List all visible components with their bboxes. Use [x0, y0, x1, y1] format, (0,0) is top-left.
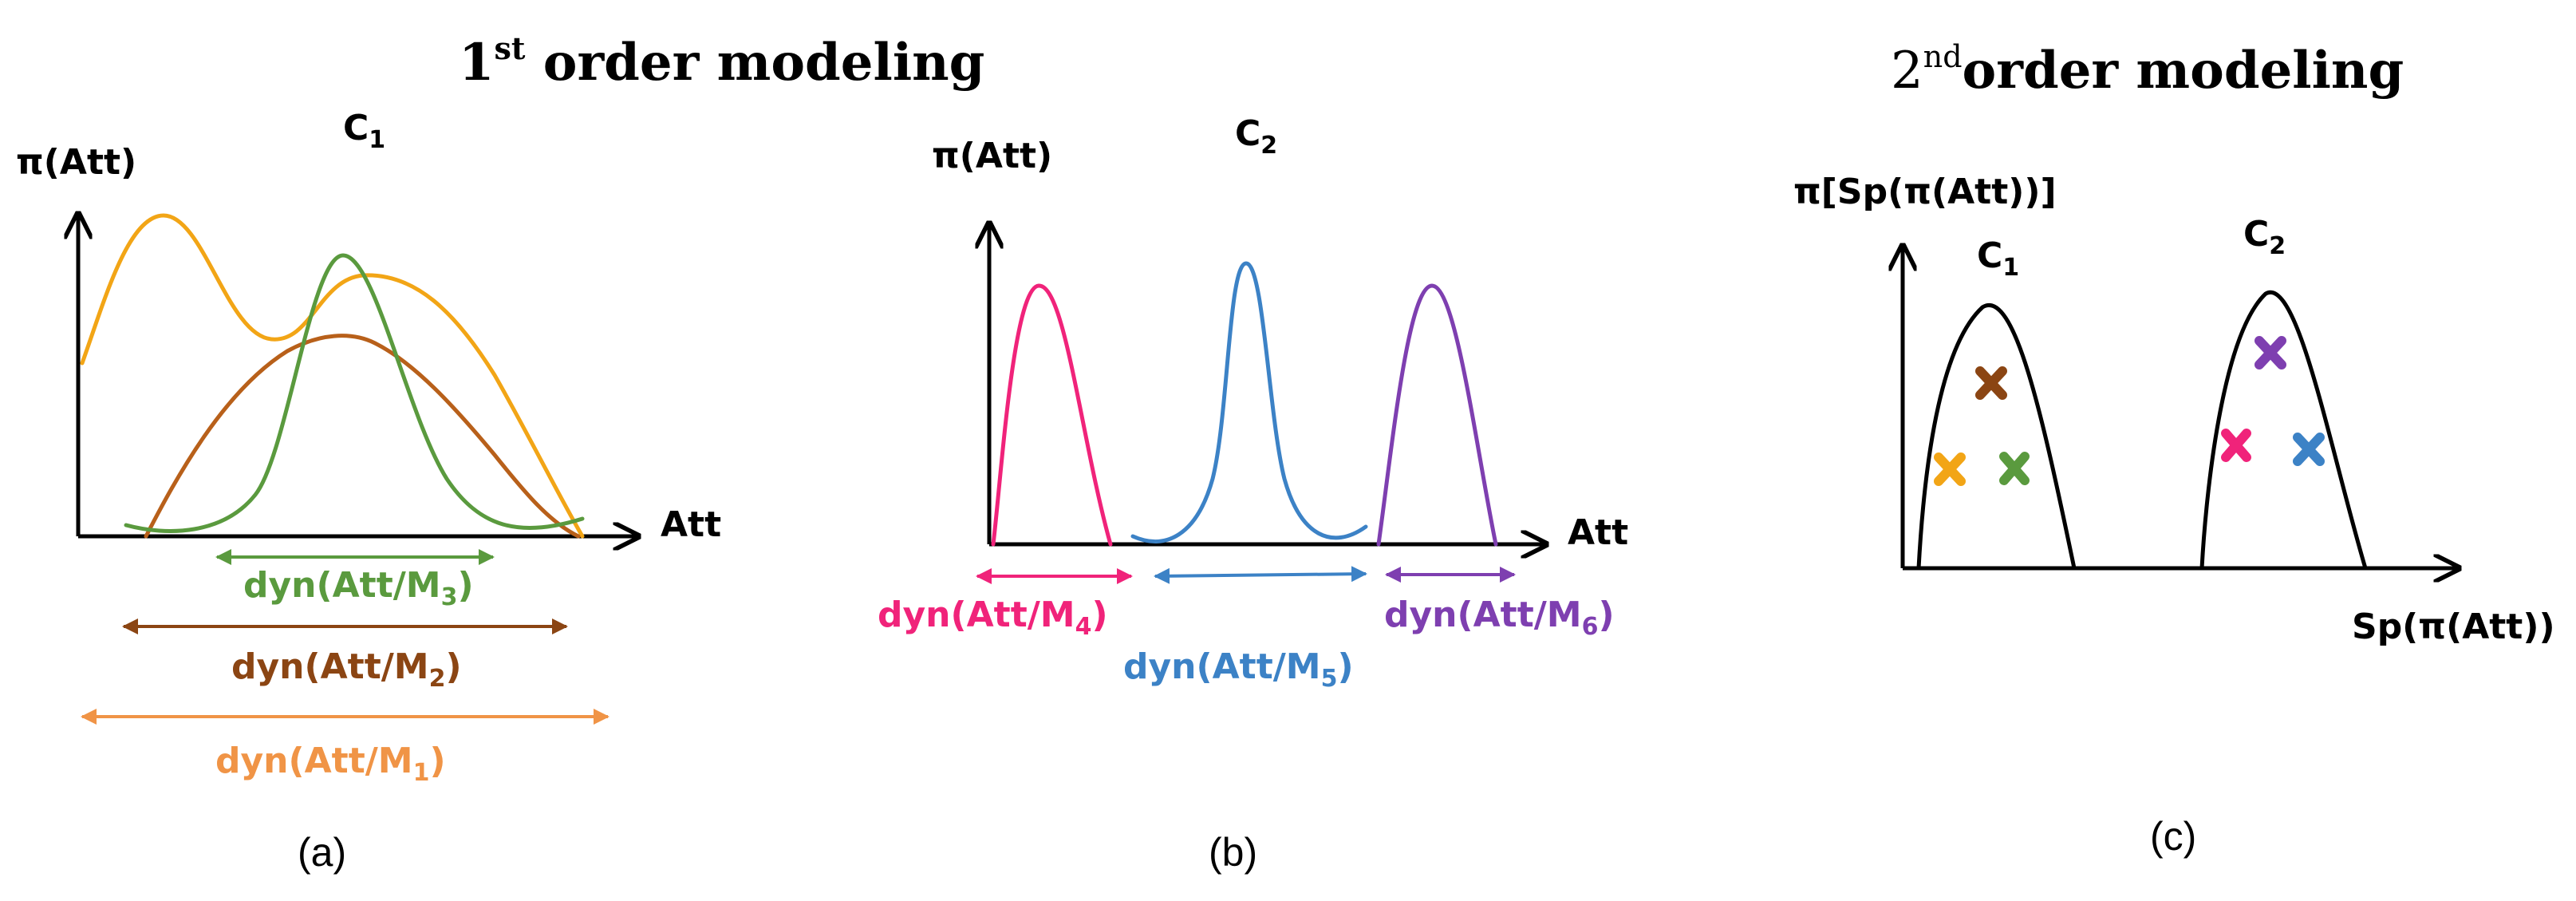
- panel-c-caption: (c): [2150, 814, 2196, 859]
- panel-b: C2 π(Att) Att dyn(Att/M4) dyn(Att/M5) dy…: [878, 113, 1628, 875]
- panel-c-class1-label: C1: [1977, 235, 2019, 282]
- first-order-title: 1st order modeling: [459, 30, 984, 93]
- panel-a-dyn-m3-label: dyn(Att/M3): [243, 565, 474, 611]
- panel-c: π[Sp(π(Att))] Sp(π(Att)) C1 C2 (c): [1793, 172, 2555, 859]
- panel-c-class2-label: C2: [2243, 214, 2286, 260]
- panel-a-class-label: C1: [343, 108, 385, 154]
- panel-b-purple-curve: [1376, 283, 1498, 547]
- panel-a-brown-curve: [144, 334, 581, 539]
- panel-a-green-curve: [124, 253, 585, 533]
- panel-b-dyn-m4-label: dyn(Att/M4): [878, 595, 1108, 641]
- panel-a-y-axis-label: π(Att): [16, 142, 136, 183]
- panel-c-x-axis-label: Sp(π(Att)): [2352, 607, 2555, 647]
- x-marker-pink: [2221, 429, 2251, 462]
- x-marker-purple: [2254, 336, 2286, 369]
- panel-a-caption: (a): [298, 830, 346, 875]
- panel-a: C1 π(Att) Att dyn(Att/M3) dyn(Att/M2) dy…: [16, 108, 721, 875]
- panel-c-y-axis-label: π[Sp(π(Att))]: [1793, 172, 2057, 212]
- panel-b-dyn-m5-arrow: [1154, 566, 1367, 584]
- x-marker-orange: [1934, 452, 1966, 486]
- panel-b-dyn-m6-label: dyn(Att/M6): [1384, 595, 1615, 641]
- panel-a-dyn-m2-label: dyn(Att/M2): [231, 646, 462, 693]
- x-marker-brown: [1975, 366, 2007, 400]
- panel-c-class2-envelope: [2199, 290, 2368, 571]
- panel-b-caption: (b): [1209, 830, 1257, 875]
- panel-b-x-axis-label: Att: [1568, 512, 1628, 553]
- second-order-title-superscript: nd: [1923, 39, 1963, 74]
- panel-c-class1-envelope: [1916, 303, 2077, 571]
- panel-b-blue-curve: [1130, 261, 1368, 543]
- x-marker-green: [1999, 452, 2030, 485]
- panel-b-class-label: C2: [1235, 113, 1277, 160]
- first-order-title-number: 1: [459, 33, 495, 93]
- panel-a-dyn-m1-label: dyn(Att/M1): [215, 741, 446, 787]
- first-order-title-text: order modeling: [525, 33, 984, 93]
- panel-b-pink-curve: [991, 283, 1113, 547]
- second-order-title-number: 2: [1891, 41, 1923, 101]
- panel-b-dyn-m5-label: dyn(Att/M5): [1123, 646, 1354, 693]
- first-order-title-superscript: st: [495, 30, 526, 66]
- second-order-title: 2ndorder modeling: [1891, 39, 2404, 101]
- x-marker-blue: [2293, 433, 2325, 466]
- panel-a-x-axis-label: Att: [661, 504, 721, 545]
- second-order-title-text: order modeling: [1963, 41, 2404, 101]
- panel-b-y-axis-label: π(Att): [932, 136, 1052, 176]
